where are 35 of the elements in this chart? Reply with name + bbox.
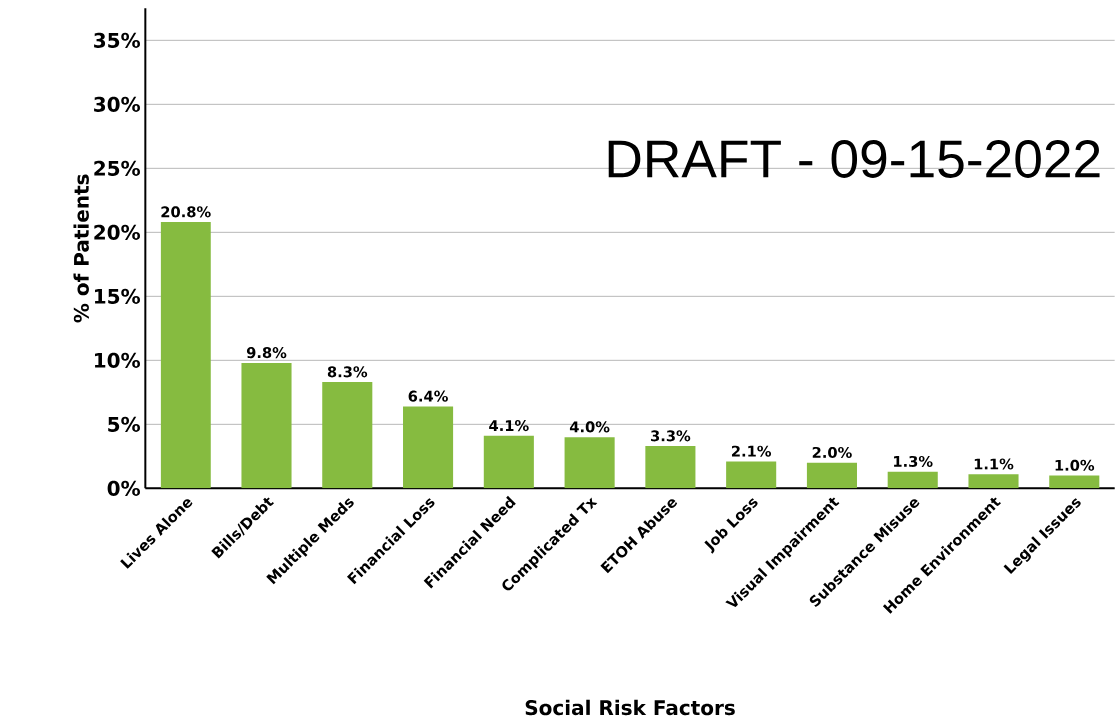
y-tick-label: 30% — [94, 96, 140, 112]
y-tick-label: 5% — [108, 416, 140, 432]
y-tick-label: 10% — [95, 352, 140, 368]
bar — [806, 462, 857, 489]
bar — [887, 471, 938, 489]
bar — [968, 474, 1019, 489]
data-label: 2.0% — [812, 446, 852, 459]
bar — [1049, 475, 1100, 489]
bar — [645, 446, 696, 489]
data-label: 4.1% — [489, 420, 529, 432]
bar — [564, 437, 615, 489]
bar — [160, 222, 211, 489]
data-label: 3.3% — [651, 430, 691, 442]
x-axis-title: Social Risk Factors — [525, 699, 735, 716]
data-label: 2.1% — [731, 445, 772, 457]
bar — [483, 435, 534, 489]
data-label: 1.3% — [894, 455, 933, 467]
data-label: 6.4% — [408, 390, 448, 402]
data-label: 9.8% — [246, 347, 287, 359]
data-label: 1.1% — [974, 458, 1014, 470]
bar — [322, 382, 373, 489]
bar — [726, 461, 777, 489]
y-axis-title: % of Patients — [73, 174, 89, 323]
y-tick-label: 25% — [94, 160, 140, 176]
data-label: 4.0% — [569, 421, 610, 433]
bar — [403, 406, 454, 489]
data-label: 8.3% — [327, 366, 368, 378]
y-tick-label: 20% — [94, 224, 140, 240]
annotation: DRAFT - 09-15-2022 — [608, 140, 1100, 178]
data-label: 1.0% — [1055, 459, 1095, 471]
y-tick-label: 0% — [107, 480, 140, 496]
y-tick-label: 35% — [94, 32, 140, 48]
data-label: 20.8% — [161, 206, 211, 218]
y-tick-label: 15% — [95, 288, 140, 304]
bar — [241, 362, 292, 489]
